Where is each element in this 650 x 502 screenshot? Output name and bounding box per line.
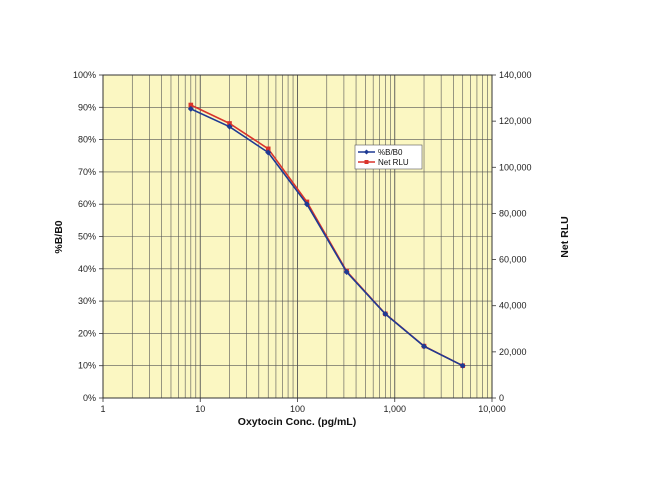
left-y-tick-label: 30% — [78, 296, 96, 306]
left-y-tick-label: 70% — [78, 167, 96, 177]
data-point-net-rlu — [227, 121, 232, 126]
right-y-axis-title: Net RLU — [559, 216, 571, 257]
right-y-tick-label: 140,000 — [499, 70, 532, 80]
data-point-b-b0 — [265, 149, 272, 156]
x-tick-label: 1 — [100, 404, 105, 414]
x-axis-title: Oxytocin Conc. (pg/mL) — [238, 416, 356, 428]
plot-frame — [102, 74, 493, 399]
left-y-axis-ticks: 0% 10% 20% 30% 40% 50% 60% 70% 80% 90% 100% — [73, 70, 103, 403]
legend-marker-net-rlu — [364, 160, 369, 164]
data-point-net-rlu — [188, 102, 194, 108]
legend-box — [354, 144, 423, 170]
left-y-tick-label: 10% — [78, 361, 96, 371]
data-point-b-b0 — [226, 123, 233, 130]
right-y-tick-label: 20,000 — [499, 347, 527, 357]
data-point-b-b0 — [187, 105, 194, 112]
x-tick-label: 1,000 — [383, 404, 406, 414]
data-point-b-b0 — [343, 269, 350, 276]
left-y-tick-label: 80% — [78, 135, 96, 145]
legend: %B/B0 Net RLU — [354, 144, 423, 170]
left-y-tick-label: 100% — [73, 70, 96, 80]
series-b-b0 — [187, 105, 466, 369]
right-y-axis-ticks: 0 20,000 40,000 60,000 80,000 100,000 120,000 1… — [492, 70, 532, 403]
legend-label-b-b0: %B/B0 — [378, 148, 403, 157]
data-point-b-b0 — [459, 362, 466, 369]
left-y-tick-label: 60% — [78, 199, 96, 209]
data-point-b-b0 — [303, 201, 310, 208]
series-line-b-b0 — [190, 108, 464, 367]
data-point-net-rlu — [265, 146, 271, 152]
x-axis-ticks: 1 10 100 1,000 10,000 — [100, 398, 506, 414]
x-tick-label: 10,000 — [478, 404, 506, 414]
x-tick-label: 10 — [195, 404, 205, 414]
right-y-tick-label: 60,000 — [499, 255, 527, 265]
right-y-tick-label: 40,000 — [499, 301, 527, 311]
x-tick-label: 100 — [290, 404, 305, 414]
data-point-b-b0 — [421, 343, 428, 350]
right-y-tick-label: 80,000 — [499, 208, 527, 218]
left-y-tick-label: 40% — [78, 264, 96, 274]
right-y-tick-label: 100,000 — [499, 162, 532, 172]
right-y-tick-label: 0 — [499, 393, 504, 403]
left-y-tick-label: 0% — [83, 393, 96, 403]
legend-marker-b-b0 — [364, 149, 369, 155]
left-y-tick-label: 20% — [78, 328, 96, 338]
data-point-b-b0 — [382, 311, 389, 318]
series-layer — [187, 102, 466, 369]
left-y-tick-label: 90% — [78, 102, 96, 112]
right-y-tick-label: 120,000 — [499, 116, 532, 126]
left-y-tick-label: 50% — [78, 232, 96, 242]
legend-label-net-rlu: Net RLU — [378, 158, 409, 167]
left-y-axis-title: %B/B0 — [53, 220, 65, 253]
